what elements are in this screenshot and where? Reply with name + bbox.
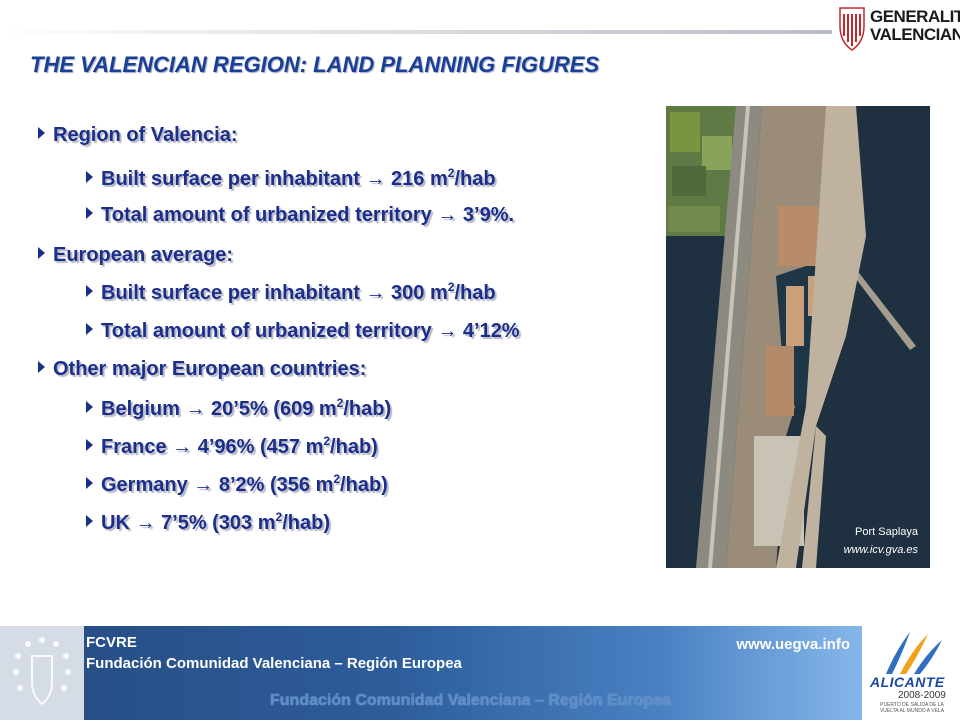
- bullet-arrow-icon: [38, 247, 45, 259]
- bullet-region-valencia: Region of Valencia:: [38, 124, 237, 147]
- bullet-arrow-icon: [86, 401, 93, 413]
- bullet-arrow-icon: [86, 171, 93, 183]
- fcvre-emblem: [0, 626, 84, 720]
- footer-bar: FCVRE Fundación Comunidad Valenciana – R…: [0, 626, 862, 720]
- generalitat-logo: GENERALITAT VALENCIANA: [836, 4, 960, 56]
- bullet-europe-urbanized: Total amount of urbanized territory → 4’…: [86, 320, 520, 343]
- bullet-arrow-icon: [86, 477, 93, 489]
- eu-stars-emblem-icon: [13, 637, 71, 706]
- bullet-europe-built-surface: Built surface per inhabitant → 300 m2/ha…: [86, 280, 496, 305]
- footer-band: [84, 626, 862, 720]
- bullet-arrow-icon: [38, 127, 45, 139]
- bullet-european-average: European average:: [38, 244, 233, 267]
- right-arrow-icon: →: [365, 168, 386, 190]
- bullet-valencia-urbanized: Total amount of urbanized territory → 3’…: [86, 204, 514, 227]
- photo-caption: Port Saplaya: [855, 526, 918, 538]
- bullet-arrow-icon: [86, 285, 93, 297]
- bullet-germany: Germany → 8’2% (356 m2/hab): [86, 472, 388, 497]
- bullet-arrow-icon: [86, 207, 93, 219]
- right-arrow-icon: →: [185, 398, 206, 420]
- generalitat-wordmark: GENERALITAT VALENCIANA: [870, 7, 960, 44]
- header-rule: [0, 30, 832, 34]
- bullet-arrow-icon: [86, 439, 93, 451]
- bullet-valencia-built-surface: Built surface per inhabitant → 216 m2/ha…: [86, 166, 496, 191]
- right-arrow-icon: →: [135, 512, 156, 534]
- right-arrow-icon: →: [437, 320, 458, 342]
- senyera-emblem-icon: [839, 7, 865, 51]
- bullet-arrow-icon: [38, 361, 45, 373]
- right-arrow-icon: →: [437, 204, 458, 226]
- bullet-arrow-icon: [86, 323, 93, 335]
- slide-title: THE VALENCIAN REGION: LAND PLANNING FIGU…: [30, 52, 600, 77]
- photo-source: www.icv.gva.es: [843, 544, 918, 556]
- right-arrow-icon: →: [193, 474, 214, 496]
- bullet-belgium: Belgium → 20’5% (609 m2/hab): [86, 396, 391, 421]
- aerial-photo-image: [666, 106, 930, 568]
- bullet-arrow-icon: [86, 515, 93, 527]
- footer-watermark-text: Fundación Comunidad Valenciana – Región …: [270, 692, 671, 709]
- alicante-logo: ALICANTE 2008-2009 PUERTO DE SALIDA DE L…: [862, 626, 960, 720]
- bullet-uk: UK → 7’5% (303 m2/hab): [86, 510, 330, 535]
- footer-organization: FCVRE Fundación Comunidad Valenciana – R…: [86, 634, 462, 672]
- bullet-france: France → 4’96% (457 m2/hab): [86, 434, 378, 459]
- footer-website-link[interactable]: www.uegva.info: [736, 636, 850, 653]
- aerial-photo-port-saplaya: Port Saplaya www.icv.gva.es: [666, 106, 930, 568]
- right-arrow-icon: →: [172, 436, 193, 458]
- alicante-subtitle: PUERTO DE SALIDA DE LA VUELTA AL MUNDO A…: [879, 702, 945, 714]
- bullet-other-countries: Other major European countries:: [38, 358, 366, 381]
- right-arrow-icon: →: [365, 282, 386, 304]
- sails-icon: [886, 632, 942, 674]
